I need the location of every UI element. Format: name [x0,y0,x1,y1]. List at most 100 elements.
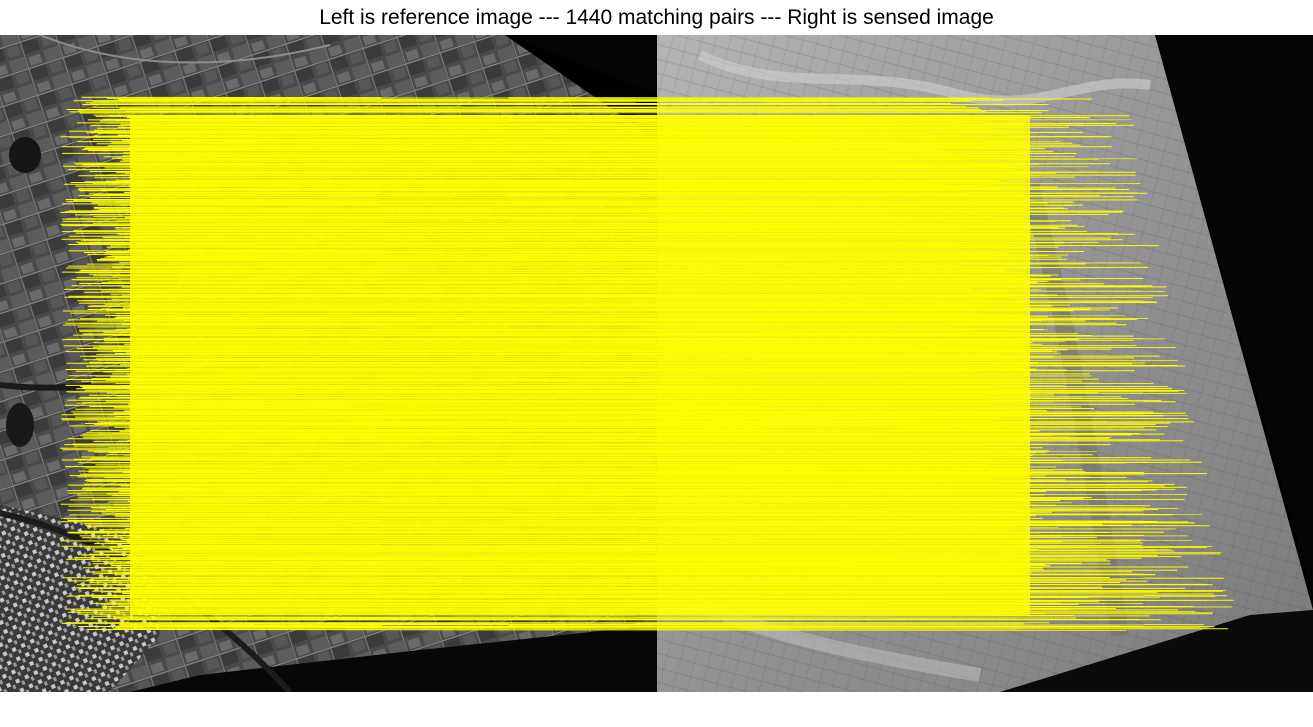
match-line [90,429,1157,431]
match-line [118,185,1058,188]
match-line [110,545,1089,548]
match-line [80,396,1122,398]
match-line [121,539,1193,541]
match-line [93,274,1059,277]
match-line [76,348,1112,350]
image-pair-svg [0,35,1313,692]
match-line [90,304,1070,307]
match-line [78,189,1130,191]
match-line [75,609,1179,611]
match-line [127,439,1161,441]
match-line [91,510,1144,513]
match-line [83,522,1195,525]
match-line [107,144,1081,147]
match-line [68,244,1012,246]
match-line [108,288,973,290]
match-line [73,445,983,447]
match-line [62,419,991,421]
match-line [62,339,1134,341]
match-line [121,139,1061,142]
match-line [93,450,1050,453]
match-line [77,613,1045,615]
match-line [106,493,1188,495]
match-line [89,103,952,105]
match-line [88,150,1054,152]
match-line [67,318,1137,321]
match-line [68,295,1169,297]
match-line [89,196,1134,198]
match-line [114,626,1201,629]
match-line [104,166,1020,169]
match-line [74,557,1142,559]
match-line [79,330,971,332]
match-line [75,370,1136,372]
match-line [67,509,1159,511]
match-line [69,424,1012,427]
match-line [103,155,1020,158]
figure-title: Left is reference image --- 1440 matchin… [319,6,994,29]
match-line [95,573,1156,575]
match-line [113,504,1057,506]
match-line [66,608,1116,610]
match-line [66,558,1107,561]
match-line [70,312,1005,315]
match-line [109,600,1099,603]
match-line [107,280,1049,283]
match-line [126,110,1039,112]
match-line [95,357,1135,360]
match-line [82,164,1007,166]
match-line [86,478,993,481]
match-line [121,323,1127,326]
match-line [112,494,1016,497]
match-line [122,472,1033,474]
match-line [79,189,964,192]
match-line [65,384,1066,387]
match-line [87,526,1059,528]
match-line [77,141,1012,143]
match-line [114,328,1006,331]
match-line [84,467,1025,470]
match-line [76,401,1000,404]
match-line [93,207,1065,209]
match-line [80,434,1053,437]
match-line [115,415,1164,417]
match-line [66,595,1216,598]
match-line [118,440,1184,442]
match-line [82,486,1187,489]
match-line [114,256,999,259]
match-line [120,123,1085,126]
match-line [103,331,1023,334]
match-line [97,259,961,262]
match-line [65,266,1149,269]
match-line [69,225,1085,227]
match-line [66,362,1133,365]
match-line [122,593,1214,595]
match-line [110,375,994,378]
match-line [84,252,1009,254]
match-line [93,577,1110,579]
match-line [69,130,1012,132]
match-line [99,209,952,211]
match-line [122,152,1077,154]
match-line [87,629,1127,631]
match-line [88,273,966,276]
match-line [99,120,987,123]
match-line [78,187,1116,190]
match-line [119,107,979,109]
match-line [78,174,1136,177]
match-line [79,329,1044,331]
match-line [119,430,1040,433]
match-line [86,432,1140,434]
match-line [69,498,1185,501]
match-line [61,545,1142,547]
match-line [111,254,1049,257]
match-line [108,501,1073,504]
match-line [67,484,1175,486]
match-line [85,365,1171,367]
match-line [86,220,1072,222]
match-line [90,382,1154,384]
match-line [67,489,1157,492]
match-line [106,540,1141,543]
match-line [88,571,1033,574]
